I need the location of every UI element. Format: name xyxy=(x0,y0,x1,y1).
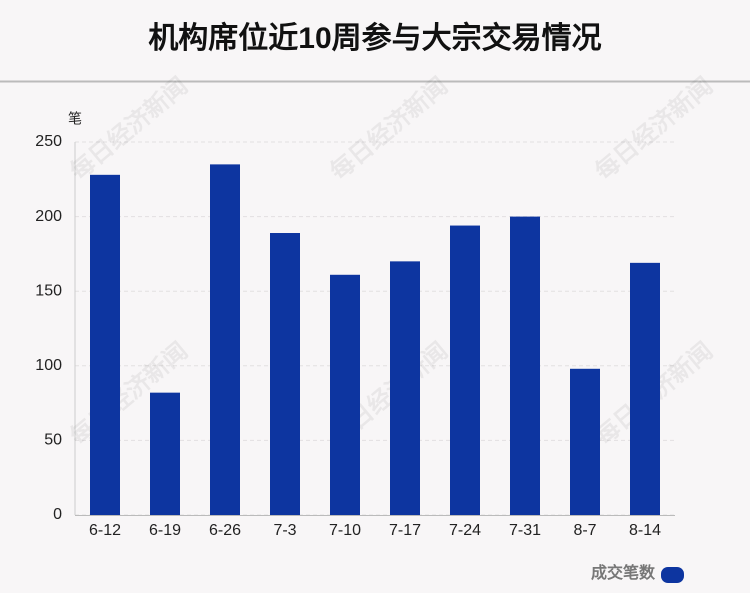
x-tick-label: 6-19 xyxy=(149,522,181,539)
bar xyxy=(570,368,600,515)
bar xyxy=(150,392,180,515)
legend-swatch xyxy=(661,567,684,583)
legend-label: 成交笔数 xyxy=(591,563,656,582)
bar xyxy=(450,225,480,515)
x-tick-label: 8-14 xyxy=(629,522,661,539)
bar xyxy=(330,274,360,515)
y-tick-label: 250 xyxy=(35,133,62,150)
bar xyxy=(630,262,660,515)
y-tick-label: 100 xyxy=(35,357,62,374)
y-tick-label: 50 xyxy=(44,432,62,449)
bar xyxy=(90,174,120,515)
y-unit: 笔 xyxy=(68,111,82,127)
x-tick-label: 6-26 xyxy=(209,522,241,539)
y-tick-label: 0 xyxy=(53,506,62,523)
x-tick-label: 7-24 xyxy=(449,522,481,539)
x-tick-label: 7-10 xyxy=(329,522,361,539)
x-tick-label: 6-12 xyxy=(89,522,121,539)
x-tick-label: 7-3 xyxy=(273,522,296,539)
x-tick-label: 7-17 xyxy=(389,522,421,539)
chart-title: 机构席位近10周参与大宗交易情况 xyxy=(148,21,601,55)
bar xyxy=(270,233,300,515)
y-tick-label: 150 xyxy=(35,282,62,299)
bar xyxy=(510,216,540,515)
x-tick-label: 7-31 xyxy=(509,522,541,539)
bar xyxy=(210,164,240,515)
x-tick-label: 8-7 xyxy=(573,522,596,539)
y-tick-label: 200 xyxy=(35,208,62,225)
bar xyxy=(390,261,420,515)
